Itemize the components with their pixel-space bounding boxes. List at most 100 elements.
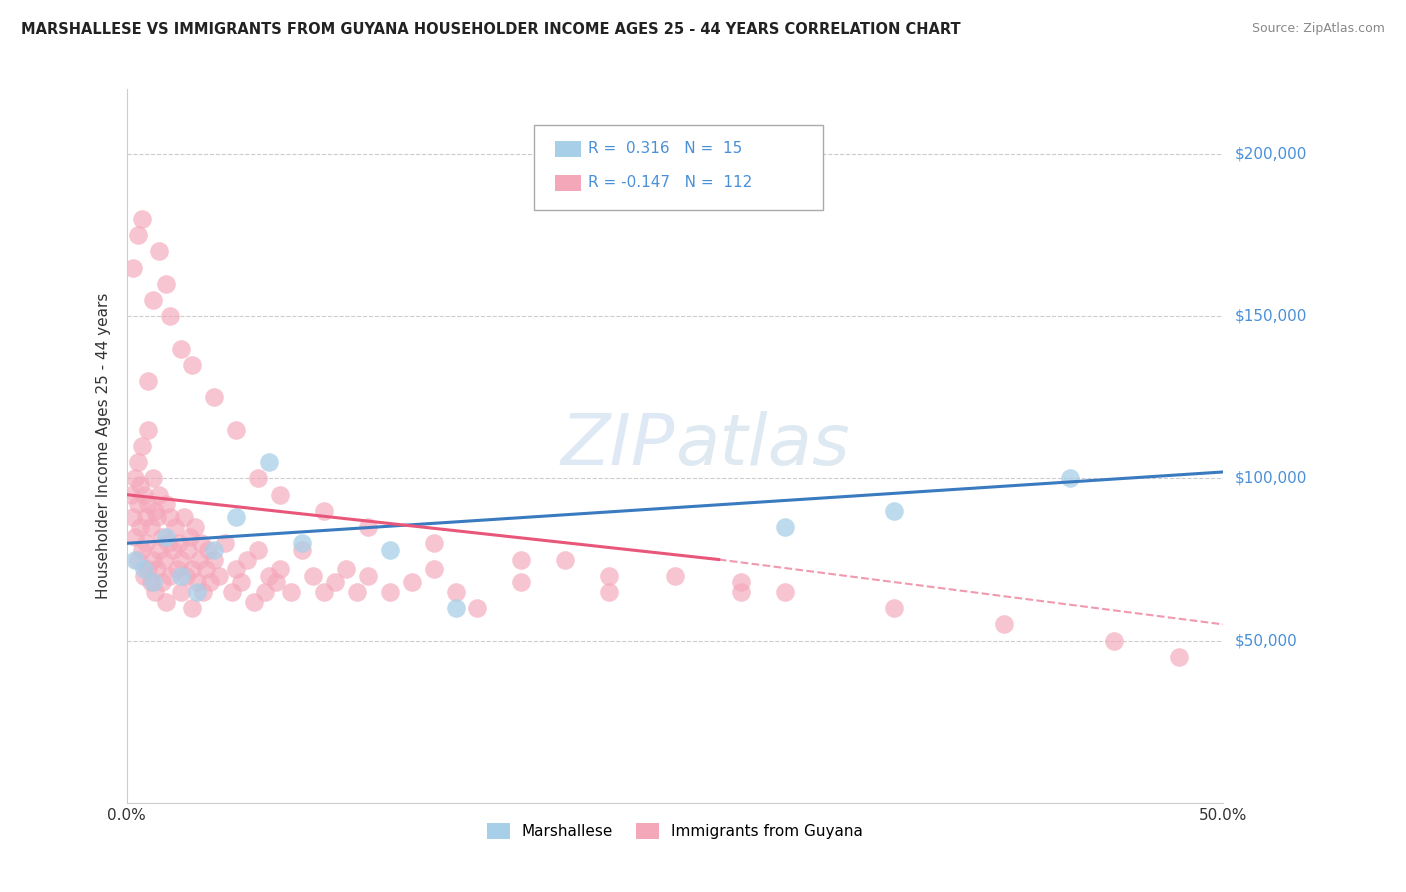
Immigrants from Guyana	[146, 510, 169, 524]
Immigrants from Guyana	[554, 552, 576, 566]
Marshallese	[170, 568, 193, 582]
Immigrants from Guyana	[730, 575, 752, 590]
Immigrants from Guyana	[229, 575, 252, 590]
Immigrants from Guyana	[127, 455, 149, 469]
Immigrants from Guyana	[128, 478, 150, 492]
Immigrants from Guyana	[131, 542, 153, 557]
Immigrants from Guyana	[183, 520, 205, 534]
Immigrants from Guyana	[181, 358, 204, 372]
Immigrants from Guyana	[598, 585, 620, 599]
Marshallese	[378, 542, 401, 557]
Immigrants from Guyana	[159, 510, 181, 524]
Immigrants from Guyana	[883, 601, 905, 615]
Immigrants from Guyana	[193, 585, 215, 599]
Immigrants from Guyana	[146, 562, 169, 576]
Immigrants from Guyana	[148, 244, 170, 259]
Immigrants from Guyana	[148, 542, 170, 557]
Marshallese	[773, 520, 796, 534]
Immigrants from Guyana	[122, 510, 145, 524]
Immigrants from Guyana	[221, 585, 243, 599]
Immigrants from Guyana	[177, 542, 200, 557]
Immigrants from Guyana	[186, 575, 208, 590]
Text: atlas: atlas	[675, 411, 849, 481]
Text: $50,000: $50,000	[1234, 633, 1298, 648]
Immigrants from Guyana	[166, 562, 188, 576]
Immigrants from Guyana	[170, 552, 193, 566]
Immigrants from Guyana	[444, 585, 467, 599]
Immigrants from Guyana	[197, 542, 219, 557]
Immigrants from Guyana	[730, 585, 752, 599]
Immigrants from Guyana	[198, 575, 221, 590]
Immigrants from Guyana	[163, 520, 186, 534]
Immigrants from Guyana	[159, 310, 181, 324]
Marshallese	[186, 585, 208, 599]
Immigrants from Guyana	[510, 552, 533, 566]
Immigrants from Guyana	[247, 471, 270, 485]
Immigrants from Guyana	[179, 530, 201, 544]
Immigrants from Guyana	[187, 552, 209, 566]
Immigrants from Guyana	[280, 585, 302, 599]
Immigrants from Guyana	[122, 260, 145, 275]
Immigrants from Guyana	[225, 423, 247, 437]
Immigrants from Guyana	[208, 568, 231, 582]
Immigrants from Guyana	[312, 585, 335, 599]
Immigrants from Guyana	[120, 488, 142, 502]
Immigrants from Guyana	[132, 488, 155, 502]
Immigrants from Guyana	[346, 585, 368, 599]
Immigrants from Guyana	[139, 575, 162, 590]
Immigrants from Guyana	[143, 504, 166, 518]
Immigrants from Guyana	[1168, 649, 1191, 664]
Marshallese	[257, 455, 280, 469]
Immigrants from Guyana	[257, 568, 280, 582]
Text: $200,000: $200,000	[1234, 146, 1306, 161]
Immigrants from Guyana	[155, 277, 177, 291]
Immigrants from Guyana	[138, 562, 160, 576]
Immigrants from Guyana	[264, 575, 287, 590]
Immigrants from Guyana	[174, 568, 197, 582]
Legend: Marshallese, Immigrants from Guyana: Marshallese, Immigrants from Guyana	[481, 817, 869, 845]
Marshallese	[444, 601, 467, 615]
Immigrants from Guyana	[422, 536, 444, 550]
Immigrants from Guyana	[773, 585, 796, 599]
Immigrants from Guyana	[127, 552, 149, 566]
Marshallese	[124, 552, 146, 566]
Immigrants from Guyana	[1102, 633, 1125, 648]
Marshallese	[1059, 471, 1081, 485]
Immigrants from Guyana	[135, 536, 157, 550]
Immigrants from Guyana	[335, 562, 357, 576]
Immigrants from Guyana	[139, 520, 162, 534]
Immigrants from Guyana	[132, 568, 155, 582]
Immigrants from Guyana	[142, 293, 165, 307]
Marshallese	[291, 536, 314, 550]
Immigrants from Guyana	[253, 585, 276, 599]
Immigrants from Guyana	[138, 423, 160, 437]
Immigrants from Guyana	[214, 536, 236, 550]
Text: Source: ZipAtlas.com: Source: ZipAtlas.com	[1251, 22, 1385, 36]
Immigrants from Guyana	[170, 342, 193, 356]
Text: $150,000: $150,000	[1234, 309, 1306, 324]
Immigrants from Guyana	[142, 471, 165, 485]
Immigrants from Guyana	[291, 542, 314, 557]
Immigrants from Guyana	[269, 488, 291, 502]
Immigrants from Guyana	[467, 601, 489, 615]
Immigrants from Guyana	[181, 562, 204, 576]
Immigrants from Guyana	[194, 562, 217, 576]
Immigrants from Guyana	[127, 497, 149, 511]
Immigrants from Guyana	[138, 497, 160, 511]
Immigrants from Guyana	[127, 228, 149, 243]
Marshallese	[883, 504, 905, 518]
Immigrants from Guyana	[664, 568, 686, 582]
Immigrants from Guyana	[173, 510, 195, 524]
Y-axis label: Householder Income Ages 25 - 44 years: Householder Income Ages 25 - 44 years	[96, 293, 111, 599]
Immigrants from Guyana	[142, 552, 165, 566]
Immigrants from Guyana	[202, 552, 225, 566]
Marshallese	[155, 530, 177, 544]
Text: $100,000: $100,000	[1234, 471, 1306, 486]
Immigrants from Guyana	[993, 617, 1015, 632]
Immigrants from Guyana	[155, 595, 177, 609]
Immigrants from Guyana	[302, 568, 325, 582]
Immigrants from Guyana	[510, 575, 533, 590]
Immigrants from Guyana	[135, 510, 157, 524]
Immigrants from Guyana	[312, 504, 335, 518]
Immigrants from Guyana	[131, 211, 153, 226]
